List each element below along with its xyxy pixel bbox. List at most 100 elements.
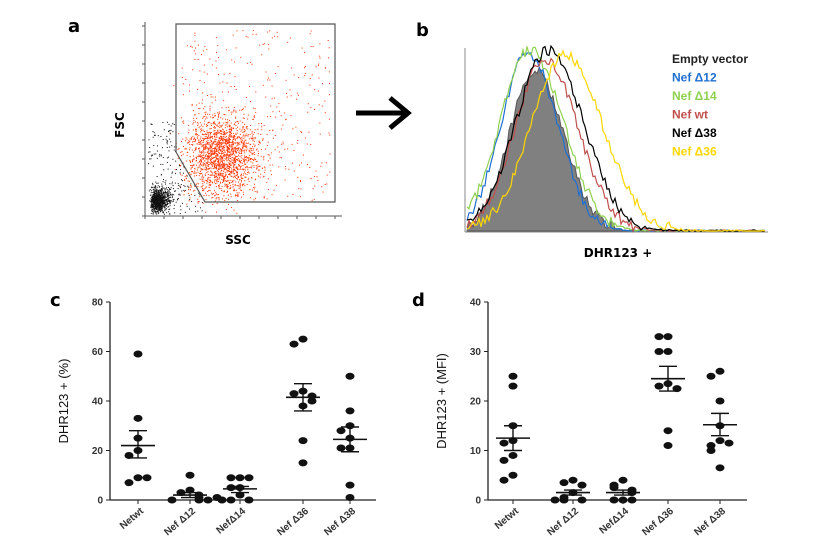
event-dot xyxy=(304,66,306,68)
event-dot xyxy=(262,138,264,140)
event-dot xyxy=(201,172,203,174)
event-dot xyxy=(222,181,224,183)
event-dot xyxy=(198,166,200,168)
event-dot xyxy=(314,108,316,110)
event-dot xyxy=(163,201,165,203)
event-dot xyxy=(221,185,223,187)
event-dot xyxy=(202,150,204,152)
event-dot xyxy=(159,206,161,208)
event-dot xyxy=(202,134,204,136)
event-dot xyxy=(161,185,163,187)
event-dot xyxy=(251,165,253,167)
event-dot xyxy=(235,133,237,135)
event-dot xyxy=(193,164,195,166)
event-dot xyxy=(151,154,153,156)
event-dot xyxy=(182,162,184,164)
event-dot xyxy=(197,134,199,136)
event-dot xyxy=(154,190,156,192)
event-dot xyxy=(157,207,159,209)
event-dot xyxy=(222,164,224,166)
event-dot xyxy=(239,166,241,168)
event-dot xyxy=(168,206,170,208)
event-dot xyxy=(217,159,219,161)
data-point xyxy=(124,479,134,487)
event-dot xyxy=(156,213,158,215)
event-dot xyxy=(231,147,233,149)
event-dot xyxy=(214,161,216,163)
event-dot xyxy=(235,174,237,176)
event-dot xyxy=(197,44,199,46)
event-dot xyxy=(215,99,217,101)
event-dot xyxy=(198,160,200,162)
data-point xyxy=(298,437,308,445)
event-dot xyxy=(232,127,234,129)
event-dot xyxy=(230,164,232,166)
event-dot xyxy=(182,121,184,123)
event-dot xyxy=(205,142,207,144)
event-dot xyxy=(216,164,218,166)
event-dot xyxy=(207,122,209,124)
event-dot xyxy=(150,199,152,201)
event-dot xyxy=(234,172,236,174)
event-dot xyxy=(160,210,162,212)
event-dot xyxy=(238,164,240,166)
event-dot xyxy=(201,155,203,157)
event-dot xyxy=(228,134,230,136)
event-dot xyxy=(252,150,254,152)
event-dot xyxy=(158,155,160,157)
event-dot xyxy=(221,141,223,143)
event-dot xyxy=(155,197,157,199)
event-dot xyxy=(195,53,197,55)
event-dot xyxy=(203,181,205,183)
event-dot xyxy=(227,194,229,196)
event-dot xyxy=(154,189,156,191)
event-dot xyxy=(204,167,206,169)
event-dot xyxy=(224,143,226,145)
event-dot xyxy=(257,133,259,135)
event-dot xyxy=(212,162,214,164)
event-dot xyxy=(267,141,269,143)
event-dot xyxy=(158,207,160,209)
event-dot xyxy=(210,171,212,173)
event-dot xyxy=(205,148,207,150)
event-dot xyxy=(218,113,220,115)
event-dot xyxy=(193,50,195,52)
event-dot xyxy=(222,156,224,158)
event-dot xyxy=(228,148,230,150)
event-dot xyxy=(223,156,225,158)
event-dot xyxy=(253,148,255,150)
event-dot xyxy=(256,190,258,192)
event-dot xyxy=(160,136,162,138)
event-dot xyxy=(206,162,208,164)
event-dot xyxy=(242,191,244,193)
event-dot xyxy=(171,181,173,183)
event-dot xyxy=(237,181,239,183)
event-dot xyxy=(221,167,223,169)
event-dot xyxy=(151,204,153,206)
event-dot xyxy=(300,131,302,133)
event-dot xyxy=(313,199,315,201)
event-dot xyxy=(298,188,300,190)
event-dot xyxy=(247,142,249,144)
event-dot xyxy=(177,198,179,200)
event-dot xyxy=(241,109,243,111)
event-dot xyxy=(222,167,224,169)
event-dot xyxy=(194,186,196,188)
event-dot xyxy=(160,154,162,156)
event-dot xyxy=(244,135,246,137)
event-dot xyxy=(180,209,182,211)
event-dot xyxy=(167,199,169,201)
event-dot xyxy=(198,164,200,166)
event-dot xyxy=(240,139,242,141)
event-dot xyxy=(221,124,223,126)
event-dot xyxy=(228,145,230,147)
event-dot xyxy=(180,117,182,119)
event-dot xyxy=(189,147,191,149)
event-dot xyxy=(245,146,247,148)
event-dot xyxy=(188,90,190,92)
event-dot xyxy=(188,186,190,188)
event-dot xyxy=(207,190,209,192)
event-dot xyxy=(171,201,173,203)
event-dot xyxy=(309,33,311,35)
event-dot xyxy=(219,127,221,129)
